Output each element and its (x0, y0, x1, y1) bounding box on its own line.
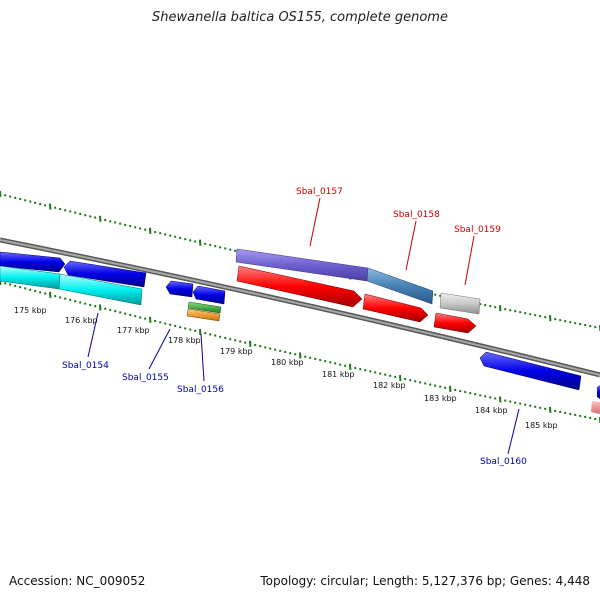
gene-label-sbal-0160: Sbal_0160 (480, 457, 527, 467)
scale-label-184: 184 kbp (475, 406, 508, 415)
gene-labels: Sbal_0157 Sbal_0158 Sbal_0159 Sbal_0154 … (62, 187, 527, 467)
inner-tick-ring (0, 278, 600, 424)
gene-label-sbal-0154: Sbal_0154 (62, 361, 109, 371)
gene-arrow-sbal-0156-green (187, 301, 222, 314)
forward-genes (235, 248, 481, 315)
scale-label-176: 176 kbp (65, 316, 98, 325)
label-leaders (87, 197, 520, 455)
scale-labels: 175 kbp 176 kbp 177 kbp 178 kbp 179 kbp … (14, 306, 558, 430)
scale-label-179: 179 kbp (220, 347, 253, 356)
scale-label-183: 183 kbp (424, 394, 457, 403)
gene-arrow-sbal-0156-orange (186, 308, 221, 322)
gene-label-sbal-0155: Sbal_0155 (122, 373, 169, 383)
gene-arrow-edge-blue (597, 385, 600, 399)
genome-summary-text: Topology: circular; Length: 5,127,376 bp… (260, 574, 590, 588)
gene-arrow-sbal-0157 (236, 265, 363, 308)
gene-label-sbal-0159: Sbal_0159 (454, 225, 501, 235)
gene-arrow (439, 292, 481, 315)
backbone (0, 237, 600, 378)
gene-arrow-sbal-0155-b (192, 285, 226, 305)
gene-label-sbal-0157: Sbal_0157 (296, 187, 343, 197)
scale-label-182: 182 kbp (373, 381, 406, 390)
scale-label-180: 180 kbp (271, 358, 304, 367)
lower-genes (0, 251, 600, 414)
gene-arrow-sbal-0154-a (0, 251, 66, 273)
gene-arrow-edge-pink (591, 401, 600, 414)
scale-label-181: 181 kbp (322, 370, 355, 379)
gene-label-sbal-0156: Sbal_0156 (177, 385, 224, 395)
gene-label-sbal-0158: Sbal_0158 (393, 210, 440, 220)
gene-arrow-cyan-b (58, 273, 143, 306)
gene-arrow-sbal-0160 (479, 351, 582, 391)
scale-label-175: 175 kbp (14, 306, 47, 315)
gene-arrow-sbal-0159 (433, 312, 477, 334)
gene-arrow-sbal-0158 (362, 293, 429, 323)
gene-arrow-sbal-0154-b (63, 260, 147, 288)
gene-arrow (366, 267, 434, 305)
scale-label-178: 178 kbp (168, 336, 201, 345)
map-title: Shewanella baltica OS155, complete genom… (152, 10, 448, 25)
gene-arrow-sbal-0155 (165, 280, 194, 298)
accession-text: Accession: NC_009052 (9, 574, 146, 588)
scale-label-185: 185 kbp (525, 421, 558, 430)
scale-label-177: 177 kbp (117, 326, 150, 335)
